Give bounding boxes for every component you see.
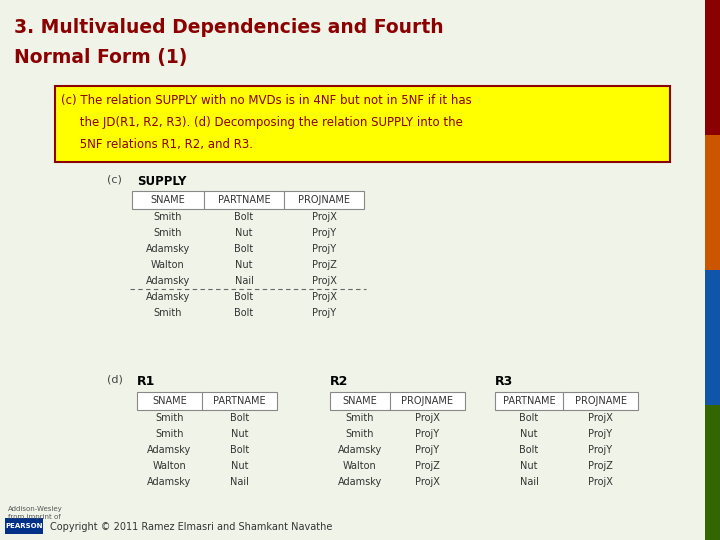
Text: the JD(R1, R2, R3). (d) Decomposing the relation SUPPLY into the: the JD(R1, R2, R3). (d) Decomposing the … [61, 116, 463, 129]
Text: ProjX: ProjX [588, 413, 613, 423]
Text: SNAME: SNAME [152, 396, 187, 406]
FancyBboxPatch shape [55, 86, 670, 162]
Text: PEARSON: PEARSON [5, 523, 42, 529]
Text: R1: R1 [137, 375, 156, 388]
Text: ProjX: ProjX [415, 413, 440, 423]
Text: (c): (c) [107, 175, 122, 185]
Text: Smith: Smith [154, 308, 182, 318]
Text: PROJNAME: PROJNAME [575, 396, 626, 406]
Text: R3: R3 [495, 375, 513, 388]
Text: Bolt: Bolt [230, 445, 249, 455]
Text: Normal Form (1): Normal Form (1) [14, 48, 187, 67]
Text: Smith: Smith [346, 429, 374, 439]
Bar [330, 392, 465, 410]
Text: ProjY: ProjY [588, 429, 613, 439]
Bar [705, 405, 720, 540]
Text: Addison-Wesley
from imprint of: Addison-Wesley from imprint of [8, 506, 63, 519]
Text: Nut: Nut [521, 429, 538, 439]
Text: PARTNAME: PARTNAME [213, 396, 266, 406]
Bar [137, 392, 277, 410]
Text: Nut: Nut [230, 429, 248, 439]
Text: ProjY: ProjY [415, 445, 440, 455]
Text: PARTNAME: PARTNAME [503, 396, 555, 406]
Text: SNAME: SNAME [343, 396, 377, 406]
Bar [495, 392, 638, 410]
Text: Bolt: Bolt [235, 308, 253, 318]
Bar [705, 135, 720, 270]
Text: Adamsky: Adamsky [146, 276, 190, 286]
Bar [705, 270, 720, 405]
Text: SUPPLY: SUPPLY [137, 175, 186, 188]
Text: Bolt: Bolt [519, 445, 539, 455]
Text: Adamsky: Adamsky [148, 445, 192, 455]
Text: ProjY: ProjY [312, 228, 336, 238]
Text: Walton: Walton [153, 461, 186, 471]
Text: PROJNAME: PROJNAME [298, 195, 350, 205]
Text: PARTNAME: PARTNAME [217, 195, 270, 205]
Text: Smith: Smith [156, 413, 184, 423]
Text: (d): (d) [107, 375, 123, 385]
Text: ProjY: ProjY [588, 445, 613, 455]
Text: ProjX: ProjX [415, 477, 440, 487]
Text: Nail: Nail [230, 477, 249, 487]
Text: ProjZ: ProjZ [588, 461, 613, 471]
Text: Bolt: Bolt [235, 212, 253, 222]
Text: ProjZ: ProjZ [312, 260, 336, 270]
Text: Copyright © 2011 Ramez Elmasri and Shamkant Navathe: Copyright © 2011 Ramez Elmasri and Shamk… [50, 522, 333, 532]
Text: ProjZ: ProjZ [415, 461, 440, 471]
Text: ProjY: ProjY [415, 429, 440, 439]
Text: 3. Multivalued Dependencies and Fourth: 3. Multivalued Dependencies and Fourth [14, 18, 444, 37]
Text: Nut: Nut [235, 228, 253, 238]
Text: PROJNAME: PROJNAME [402, 396, 454, 406]
Text: Bolt: Bolt [519, 413, 539, 423]
Text: Nut: Nut [230, 461, 248, 471]
Text: R2: R2 [330, 375, 348, 388]
Text: Adamsky: Adamsky [338, 477, 382, 487]
Text: ProjX: ProjX [312, 212, 336, 222]
Text: ProjY: ProjY [312, 308, 336, 318]
Text: Nut: Nut [235, 260, 253, 270]
Text: Bolt: Bolt [230, 413, 249, 423]
Text: Adamsky: Adamsky [148, 477, 192, 487]
Text: Bolt: Bolt [235, 292, 253, 302]
Text: Walton: Walton [151, 260, 185, 270]
Bar [5, 518, 43, 534]
Text: Smith: Smith [154, 228, 182, 238]
Text: Smith: Smith [346, 413, 374, 423]
Bar [132, 191, 364, 209]
Text: Smith: Smith [156, 429, 184, 439]
Text: Smith: Smith [154, 212, 182, 222]
Text: 5NF relations R1, R2, and R3.: 5NF relations R1, R2, and R3. [61, 138, 253, 151]
Text: ProjX: ProjX [588, 477, 613, 487]
Text: Walton: Walton [343, 461, 377, 471]
Text: Adamsky: Adamsky [146, 244, 190, 254]
Bar [705, 0, 720, 135]
Text: Nut: Nut [521, 461, 538, 471]
Text: ProjX: ProjX [312, 292, 336, 302]
Text: Adamsky: Adamsky [338, 445, 382, 455]
Text: ProjX: ProjX [312, 276, 336, 286]
Text: Bolt: Bolt [235, 244, 253, 254]
Text: (c) The relation SUPPLY with no MVDs is in 4NF but not in 5NF if it has: (c) The relation SUPPLY with no MVDs is … [61, 94, 472, 107]
Text: Adamsky: Adamsky [146, 292, 190, 302]
Text: ProjY: ProjY [312, 244, 336, 254]
Text: Nail: Nail [235, 276, 253, 286]
Text: Nail: Nail [520, 477, 539, 487]
Text: SNAME: SNAME [150, 195, 185, 205]
